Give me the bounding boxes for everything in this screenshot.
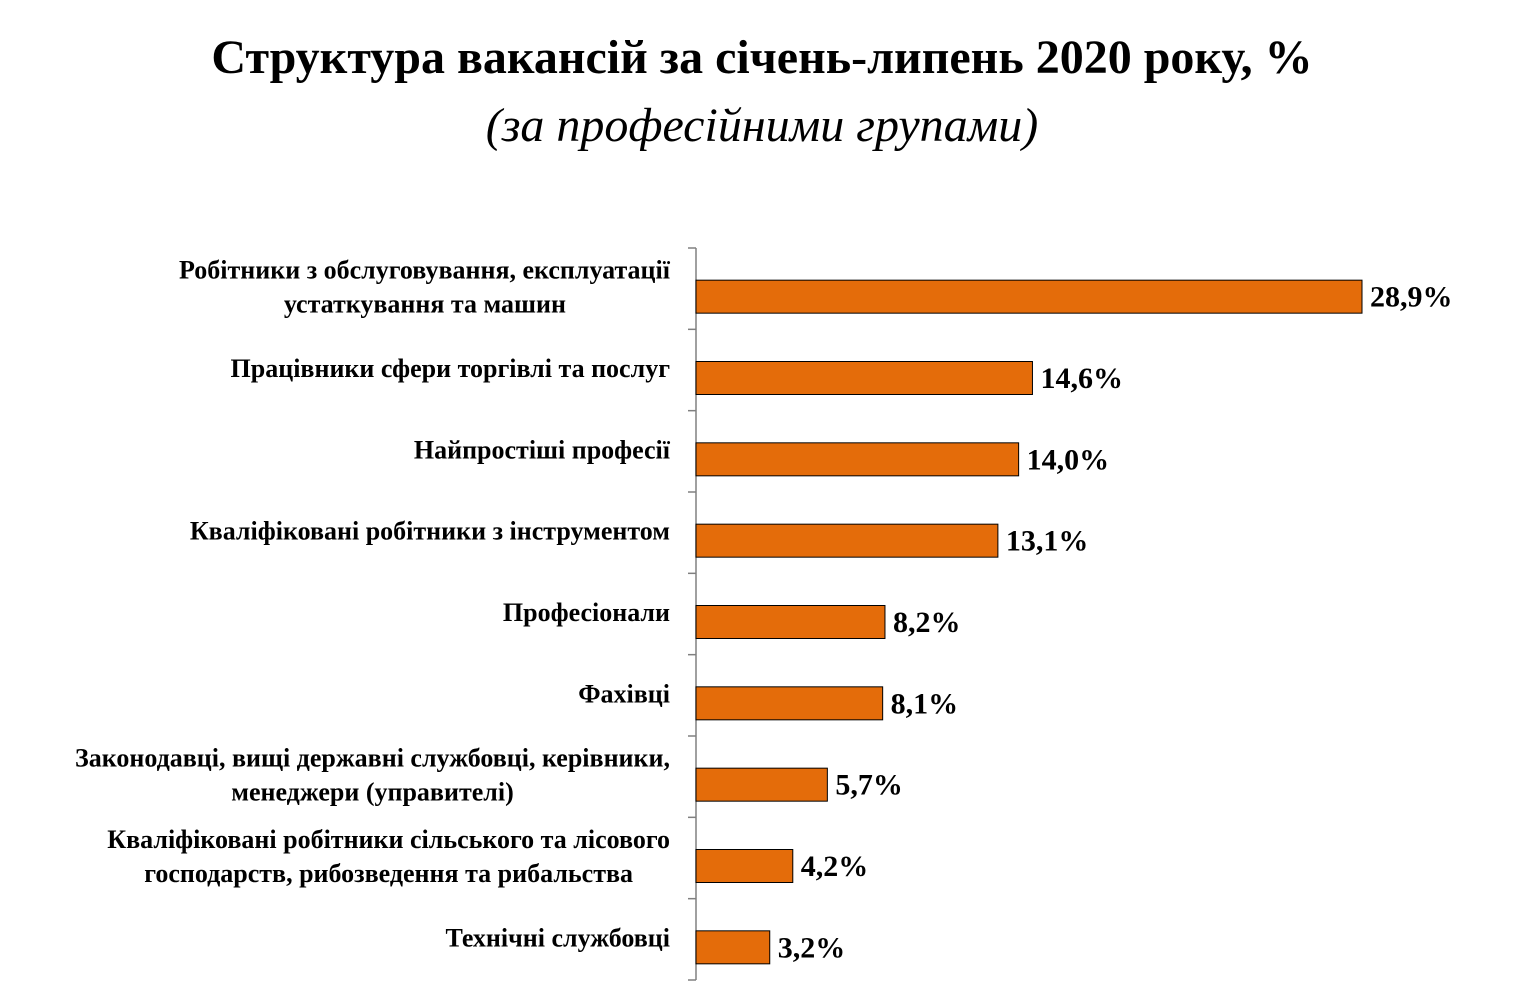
- bar: [695, 361, 1033, 395]
- category-label: менеджери (управителі): [231, 778, 513, 807]
- bar: [695, 605, 886, 639]
- bar: [695, 279, 1363, 314]
- category-label: Робітники з обслуговування, експлуатації: [179, 256, 671, 285]
- bar: [695, 767, 828, 802]
- category-label: Найпростіші професії: [414, 435, 671, 464]
- bar: [695, 849, 794, 883]
- category-label: Працівники сфери торгівлі та послуг: [231, 354, 671, 383]
- data-label: 8,2%: [893, 606, 961, 639]
- bar: [695, 686, 884, 721]
- data-label: 28,9%: [1370, 281, 1453, 314]
- data-label: 14,6%: [1040, 362, 1123, 395]
- category-label: Законодавці, вищі державні службовці, ке…: [75, 744, 670, 773]
- bar: [695, 523, 999, 558]
- category-label: Фахівці: [578, 679, 670, 708]
- data-label: 5,7%: [835, 769, 903, 802]
- chart-subtitle: (за професійними групами): [485, 99, 1039, 152]
- data-label: 3,2%: [778, 931, 846, 964]
- data-label: 14,0%: [1027, 443, 1110, 476]
- category-label: господарств, рибозведення та рибальства: [144, 859, 633, 888]
- chart-title: Структура вакансій за січень-липень 2020…: [211, 31, 1313, 84]
- bar: [695, 442, 1020, 477]
- data-label: 13,1%: [1006, 525, 1089, 558]
- category-label: Технічні службовці: [446, 923, 671, 952]
- data-label: 8,1%: [891, 687, 959, 720]
- category-label: Кваліфіковані робітники сільського та лі…: [107, 825, 670, 854]
- category-label: Професіонали: [503, 598, 670, 627]
- category-label: устаткування та машин: [284, 290, 566, 319]
- bar: [695, 930, 771, 965]
- data-label: 4,2%: [801, 850, 869, 883]
- category-label: Кваліфіковані робітники з інструментом: [190, 517, 670, 546]
